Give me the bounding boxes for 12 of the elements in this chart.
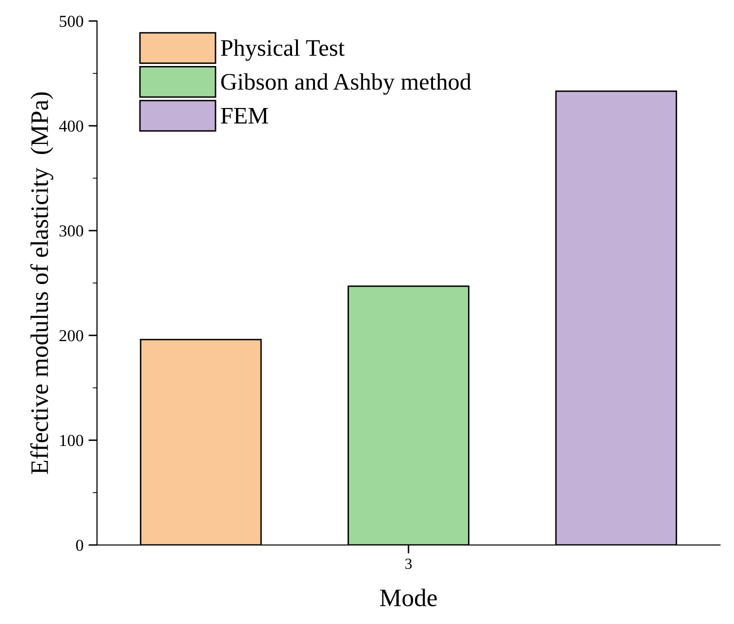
legend-label: Physical Test	[220, 39, 345, 61]
legend-label: FEM	[220, 108, 268, 124]
y-tick-label: 400	[59, 120, 84, 132]
x-tick-label: 3	[405, 558, 412, 569]
y-tick-label: 200	[60, 330, 84, 342]
x-axis-title: Mode	[380, 588, 437, 606]
y-axis-title: Effective modulus of elasticity (MPa)	[30, 92, 54, 474]
y-tick-label: 0	[76, 540, 84, 551]
y-tick-label: 100	[60, 434, 84, 446]
legend-label: Gibson and Ashby method	[221, 73, 472, 95]
y-tick-label: 500	[60, 16, 84, 27]
y-tick-label: 300	[60, 225, 84, 237]
